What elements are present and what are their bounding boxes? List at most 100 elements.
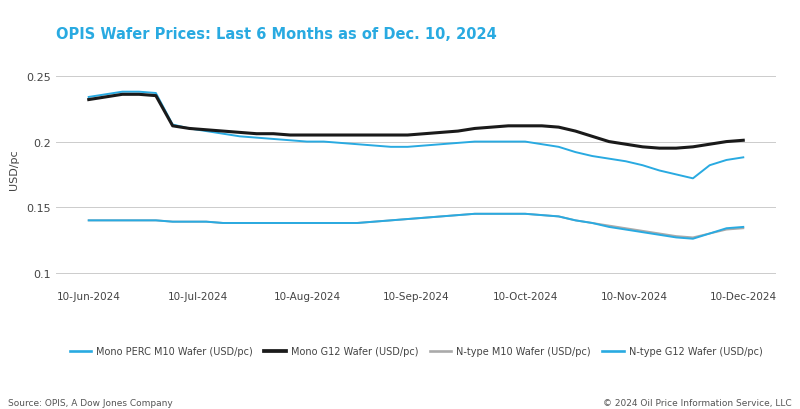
N-type G12 Wafer (USD/pc) <box>722 226 731 231</box>
N-type M10 Wafer (USD/pc) <box>118 218 127 223</box>
Mono G12 Wafer (USD/pc) <box>202 128 211 133</box>
N-type M10 Wafer (USD/pc) <box>671 234 681 239</box>
N-type G12 Wafer (USD/pc) <box>621 227 630 232</box>
Mono G12 Wafer (USD/pc) <box>185 127 194 132</box>
N-type G12 Wafer (USD/pc) <box>705 231 714 236</box>
Mono PERC M10 Wafer (USD/pc) <box>336 141 346 146</box>
N-type G12 Wafer (USD/pc) <box>185 220 194 225</box>
N-type G12 Wafer (USD/pc) <box>587 221 597 226</box>
Mono PERC M10 Wafer (USD/pc) <box>503 140 513 145</box>
Mono PERC M10 Wafer (USD/pc) <box>403 145 413 150</box>
Mono G12 Wafer (USD/pc) <box>570 129 580 134</box>
Mono G12 Wafer (USD/pc) <box>654 146 664 151</box>
Mono G12 Wafer (USD/pc) <box>403 133 413 138</box>
Mono G12 Wafer (USD/pc) <box>705 142 714 147</box>
Line: N-type G12 Wafer (USD/pc): N-type G12 Wafer (USD/pc) <box>89 214 743 239</box>
Mono PERC M10 Wafer (USD/pc) <box>537 142 546 147</box>
N-type M10 Wafer (USD/pc) <box>486 212 496 217</box>
N-type G12 Wafer (USD/pc) <box>134 218 144 223</box>
Mono PERC M10 Wafer (USD/pc) <box>554 145 563 150</box>
Y-axis label: USD/pc: USD/pc <box>10 149 19 190</box>
Mono G12 Wafer (USD/pc) <box>671 146 681 151</box>
Mono PERC M10 Wafer (USD/pc) <box>101 92 110 97</box>
Mono G12 Wafer (USD/pc) <box>419 132 429 137</box>
Mono PERC M10 Wafer (USD/pc) <box>134 90 144 95</box>
Mono PERC M10 Wafer (USD/pc) <box>235 135 245 139</box>
Mono G12 Wafer (USD/pc) <box>286 133 295 138</box>
N-type G12 Wafer (USD/pc) <box>419 216 429 220</box>
N-type G12 Wafer (USD/pc) <box>503 212 513 217</box>
N-type G12 Wafer (USD/pc) <box>403 217 413 222</box>
N-type G12 Wafer (USD/pc) <box>470 212 479 217</box>
Mono PERC M10 Wafer (USD/pc) <box>486 140 496 145</box>
N-type G12 Wafer (USD/pc) <box>638 230 647 235</box>
Mono G12 Wafer (USD/pc) <box>218 129 228 134</box>
N-type M10 Wafer (USD/pc) <box>436 214 446 219</box>
N-type G12 Wafer (USD/pc) <box>252 221 262 226</box>
N-type G12 Wafer (USD/pc) <box>654 233 664 238</box>
N-type M10 Wafer (USD/pc) <box>353 221 362 226</box>
N-type M10 Wafer (USD/pc) <box>722 227 731 232</box>
Mono G12 Wafer (USD/pc) <box>638 145 647 150</box>
Mono G12 Wafer (USD/pc) <box>302 133 312 138</box>
N-type M10 Wafer (USD/pc) <box>453 213 462 218</box>
Mono G12 Wafer (USD/pc) <box>353 133 362 138</box>
Mono PERC M10 Wafer (USD/pc) <box>705 163 714 168</box>
Mono PERC M10 Wafer (USD/pc) <box>738 155 748 160</box>
Mono G12 Wafer (USD/pc) <box>621 142 630 147</box>
Mono PERC M10 Wafer (USD/pc) <box>419 144 429 148</box>
N-type G12 Wafer (USD/pc) <box>604 225 614 230</box>
N-type M10 Wafer (USD/pc) <box>386 218 396 223</box>
Mono PERC M10 Wafer (USD/pc) <box>470 140 479 145</box>
Mono PERC M10 Wafer (USD/pc) <box>286 139 295 144</box>
N-type G12 Wafer (USD/pc) <box>486 212 496 217</box>
N-type G12 Wafer (USD/pc) <box>84 218 94 223</box>
N-type M10 Wafer (USD/pc) <box>520 212 530 217</box>
N-type G12 Wafer (USD/pc) <box>570 218 580 223</box>
Mono PERC M10 Wafer (USD/pc) <box>353 142 362 147</box>
N-type G12 Wafer (USD/pc) <box>520 212 530 217</box>
N-type G12 Wafer (USD/pc) <box>336 221 346 226</box>
Mono G12 Wafer (USD/pc) <box>151 94 161 99</box>
N-type M10 Wafer (USD/pc) <box>688 236 698 240</box>
N-type M10 Wafer (USD/pc) <box>419 216 429 220</box>
Mono PERC M10 Wafer (USD/pc) <box>621 160 630 164</box>
N-type M10 Wafer (USD/pc) <box>537 213 546 218</box>
Mono G12 Wafer (USD/pc) <box>453 129 462 134</box>
Mono PERC M10 Wafer (USD/pc) <box>604 157 614 162</box>
Mono PERC M10 Wafer (USD/pc) <box>218 132 228 137</box>
N-type G12 Wafer (USD/pc) <box>453 213 462 218</box>
N-type G12 Wafer (USD/pc) <box>286 221 295 226</box>
N-type G12 Wafer (USD/pc) <box>738 225 748 230</box>
N-type M10 Wafer (USD/pc) <box>269 221 278 226</box>
Mono G12 Wafer (USD/pc) <box>436 130 446 135</box>
Mono G12 Wafer (USD/pc) <box>503 124 513 129</box>
Mono PERC M10 Wafer (USD/pc) <box>269 137 278 142</box>
N-type M10 Wafer (USD/pc) <box>235 221 245 226</box>
Mono G12 Wafer (USD/pc) <box>134 92 144 97</box>
N-type M10 Wafer (USD/pc) <box>370 220 379 225</box>
Mono PERC M10 Wafer (USD/pc) <box>436 142 446 147</box>
N-type M10 Wafer (USD/pc) <box>738 226 748 231</box>
N-type G12 Wafer (USD/pc) <box>269 221 278 226</box>
Mono PERC M10 Wafer (USD/pc) <box>671 173 681 178</box>
Mono PERC M10 Wafer (USD/pc) <box>638 163 647 168</box>
Mono G12 Wafer (USD/pc) <box>84 98 94 103</box>
Mono PERC M10 Wafer (USD/pc) <box>453 141 462 146</box>
Mono PERC M10 Wafer (USD/pc) <box>168 123 178 128</box>
Mono PERC M10 Wafer (USD/pc) <box>587 154 597 159</box>
Line: N-type M10 Wafer (USD/pc): N-type M10 Wafer (USD/pc) <box>89 214 743 238</box>
N-type G12 Wafer (USD/pc) <box>353 221 362 226</box>
N-type G12 Wafer (USD/pc) <box>168 220 178 225</box>
Mono G12 Wafer (USD/pc) <box>101 95 110 100</box>
N-type M10 Wafer (USD/pc) <box>470 212 479 217</box>
N-type G12 Wafer (USD/pc) <box>370 220 379 225</box>
Mono G12 Wafer (USD/pc) <box>537 124 546 129</box>
Mono PERC M10 Wafer (USD/pc) <box>520 140 530 145</box>
Mono G12 Wafer (USD/pc) <box>587 135 597 139</box>
Mono G12 Wafer (USD/pc) <box>235 130 245 135</box>
N-type G12 Wafer (USD/pc) <box>554 214 563 219</box>
N-type G12 Wafer (USD/pc) <box>118 218 127 223</box>
N-type G12 Wafer (USD/pc) <box>151 218 161 223</box>
N-type G12 Wafer (USD/pc) <box>319 221 329 226</box>
